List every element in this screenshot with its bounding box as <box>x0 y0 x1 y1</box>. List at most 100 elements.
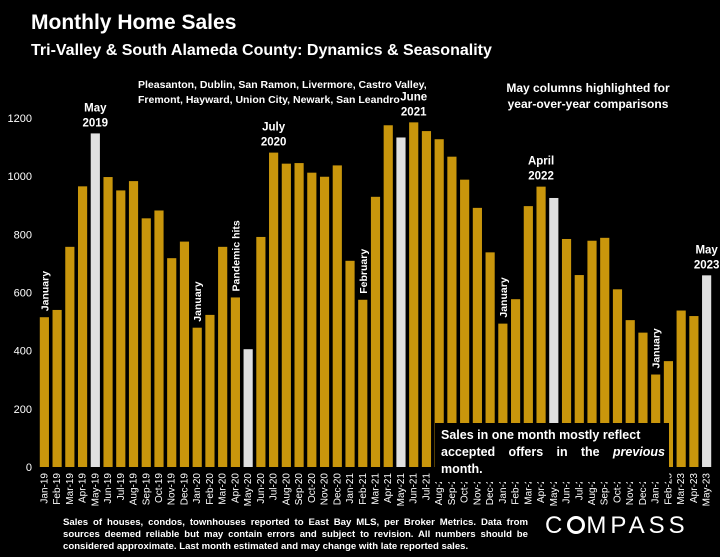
x-tick-label: Jan-21 <box>345 473 356 504</box>
bar-oct-20 <box>307 172 317 467</box>
annotation-year: 2023 <box>694 259 720 271</box>
x-tick-label: Apr-23 <box>689 473 700 503</box>
x-tick-label: Jul-19 <box>116 473 127 501</box>
bar-feb-22 <box>511 299 521 467</box>
x-tick-label: Nov-22 <box>625 473 636 506</box>
bar-mar-23 <box>676 310 686 467</box>
x-tick-label: Apr-22 <box>536 473 547 503</box>
y-tick-label: 400 <box>14 346 32 358</box>
x-tick-label: Jan-22 <box>498 473 509 504</box>
y-tick-label: 0 <box>26 462 32 474</box>
bar-dec-21 <box>485 252 495 467</box>
bar-apr-19 <box>77 186 88 468</box>
bar-jun-22 <box>561 238 572 467</box>
x-tick-label: May-19 <box>90 473 101 507</box>
annotation-label: May <box>695 244 718 256</box>
bar-feb-19 <box>52 309 62 467</box>
bar-oct-19 <box>154 210 164 468</box>
note-text-after: month. <box>441 462 483 476</box>
x-tick-label: Feb-19 <box>52 473 63 505</box>
note-emphasis: previous <box>612 445 665 459</box>
note-line-2: accepted offers in the previous month. <box>441 444 665 478</box>
x-tick-label: May-21 <box>396 473 407 507</box>
bar-jan-20 <box>192 327 202 467</box>
bar-sep-21 <box>447 156 457 467</box>
bar-jan-23 <box>651 374 661 467</box>
x-tick-label: Dec-20 <box>332 473 343 506</box>
annotation-label: January <box>651 328 663 368</box>
bar-apr-21 <box>383 125 393 467</box>
bar-jun-19 <box>103 177 113 467</box>
highlight-note: May columns highlighted for year-over-ye… <box>498 80 678 112</box>
annotation-label: June <box>400 91 427 103</box>
bar-dec-22 <box>638 332 648 467</box>
x-tick-label: Dec-19 <box>179 473 190 506</box>
x-tick-label: Dec-21 <box>485 473 496 506</box>
bar-aug-19 <box>128 181 139 467</box>
x-tick-label: Apr-21 <box>383 473 394 503</box>
bar-apr-22 <box>536 186 546 468</box>
bar-jul-22 <box>574 275 584 467</box>
bar-aug-21 <box>434 139 444 467</box>
annotation-label: January <box>39 271 51 311</box>
x-tick-label: Jan-23 <box>651 473 662 504</box>
x-tick-label: Oct-20 <box>307 473 318 503</box>
x-tick-label: Sep-22 <box>600 473 611 506</box>
footnote: Sales of houses, condos, townhouses repo… <box>63 517 528 552</box>
x-tick-label: Jun-22 <box>562 473 573 504</box>
region-line-2: Fremont, Hayward, Union City, Newark, Sa… <box>138 94 400 106</box>
note-line-1: Sales in one month mostly reflect <box>441 428 641 442</box>
annotation-year: 2021 <box>401 106 427 118</box>
chart-subtitle: Tri-Valley & South Alameda County: Dynam… <box>31 42 492 59</box>
highlight-note-line-1: May columns highlighted for <box>506 81 670 95</box>
y-tick-label: 200 <box>14 404 32 416</box>
annotation-label: May <box>84 102 107 114</box>
x-tick-label: Aug-22 <box>587 473 598 506</box>
x-tick-label: Sep-21 <box>447 473 458 506</box>
bar-jul-19 <box>116 190 126 468</box>
x-tick-label: Jun-19 <box>103 473 114 504</box>
annotation-label: July <box>262 122 286 134</box>
annotation-label: February <box>358 249 370 294</box>
x-tick-label: Feb-21 <box>358 473 369 505</box>
x-tick-label: Feb-23 <box>663 473 674 505</box>
x-tick-label: Apr-19 <box>78 473 89 503</box>
x-tick-label: Mar-19 <box>65 473 76 505</box>
note-text-before: accepted offers in the <box>441 445 613 459</box>
bar-may-21 <box>396 137 406 467</box>
compass-logo: C MPASS <box>545 512 689 539</box>
x-tick-label: Mar-20 <box>218 473 229 505</box>
x-tick-label: Mar-22 <box>523 473 534 505</box>
x-tick-label: May-22 <box>549 473 560 507</box>
bar-sep-19 <box>141 218 151 467</box>
annotation-label: January <box>498 277 510 317</box>
bar-mar-19 <box>65 246 75 467</box>
x-tick-label: Feb-20 <box>205 473 216 505</box>
bar-jul-21 <box>421 131 432 467</box>
x-tick-label: Jul-22 <box>574 473 585 501</box>
bar-feb-20 <box>205 314 215 467</box>
bar-may-20 <box>243 349 253 467</box>
bar-mar-21 <box>370 196 381 467</box>
x-tick-label: Aug-19 <box>129 473 140 506</box>
bar-aug-20 <box>281 163 291 467</box>
annotation-label: April <box>528 156 554 168</box>
x-tick-label: Jun-20 <box>256 473 267 504</box>
bar-may-19 <box>90 133 100 467</box>
bar-jun-20 <box>256 236 266 467</box>
x-tick-label: Feb-22 <box>511 473 522 505</box>
y-tick-label: 800 <box>14 229 32 241</box>
note-box: Sales in one month mostly reflect accept… <box>435 423 669 482</box>
bar-aug-22 <box>587 240 597 467</box>
x-tick-label: Jan-19 <box>39 473 50 504</box>
x-tick-label: Jun-21 <box>409 473 420 504</box>
x-tick-label: Aug-20 <box>281 473 292 506</box>
bar-sep-22 <box>600 237 610 467</box>
bar-jul-20 <box>269 152 279 467</box>
y-tick-label: 1000 <box>8 171 32 183</box>
bar-nov-22 <box>625 320 635 467</box>
x-tick-label: Sep-20 <box>294 473 305 506</box>
annotation-year: 2020 <box>261 137 287 149</box>
bar-nov-21 <box>472 207 482 467</box>
